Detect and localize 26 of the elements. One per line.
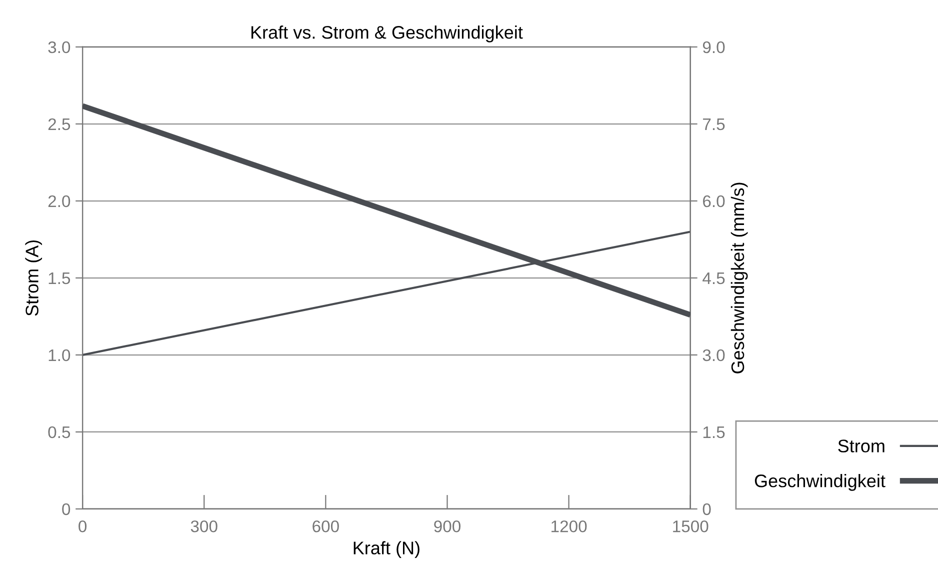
x-tick-label: 600	[312, 520, 339, 532]
y2-tick-label: 6.0	[703, 195, 725, 208]
y2-tick-label: 7.5	[703, 118, 725, 130]
x-tick-label: 0	[78, 520, 87, 532]
x-tick-label: 1500	[673, 520, 708, 532]
y2-tick-label: 4.5	[702, 272, 725, 284]
y2-axis-title: Geschwindigkeit (mm/s)	[730, 182, 748, 374]
x-tick-label: 900	[434, 520, 460, 532]
y2-tick-label: 9.0	[702, 41, 725, 54]
y-axis-title: Strom (A)	[25, 240, 42, 316]
y-tick-label: 2.0	[48, 195, 70, 208]
y-tick-label: 1.0	[48, 349, 70, 362]
x-axis-title: Kraft (N)	[354, 541, 420, 558]
x-tick-label: 300	[190, 520, 218, 532]
y-tick-label: 2.5	[48, 118, 70, 130]
x-tick-label: 1200	[552, 520, 587, 532]
y2-tick-label: 0	[702, 503, 711, 516]
y-tick-label: 0	[62, 503, 70, 516]
legend-label: Geschwindigkeit	[754, 474, 886, 491]
chart-title: Kraft vs. Strom & Geschwindigkeit	[251, 26, 523, 42]
y-tick-label: 3.0	[48, 41, 70, 54]
y2-tick-label: 3.0	[702, 349, 725, 362]
legend-label: Strom	[838, 440, 884, 452]
y2-tick-label: 1.5	[703, 426, 725, 438]
y-tick-label: 1.5	[48, 272, 70, 284]
y-tick-label: 0.5	[48, 426, 70, 438]
